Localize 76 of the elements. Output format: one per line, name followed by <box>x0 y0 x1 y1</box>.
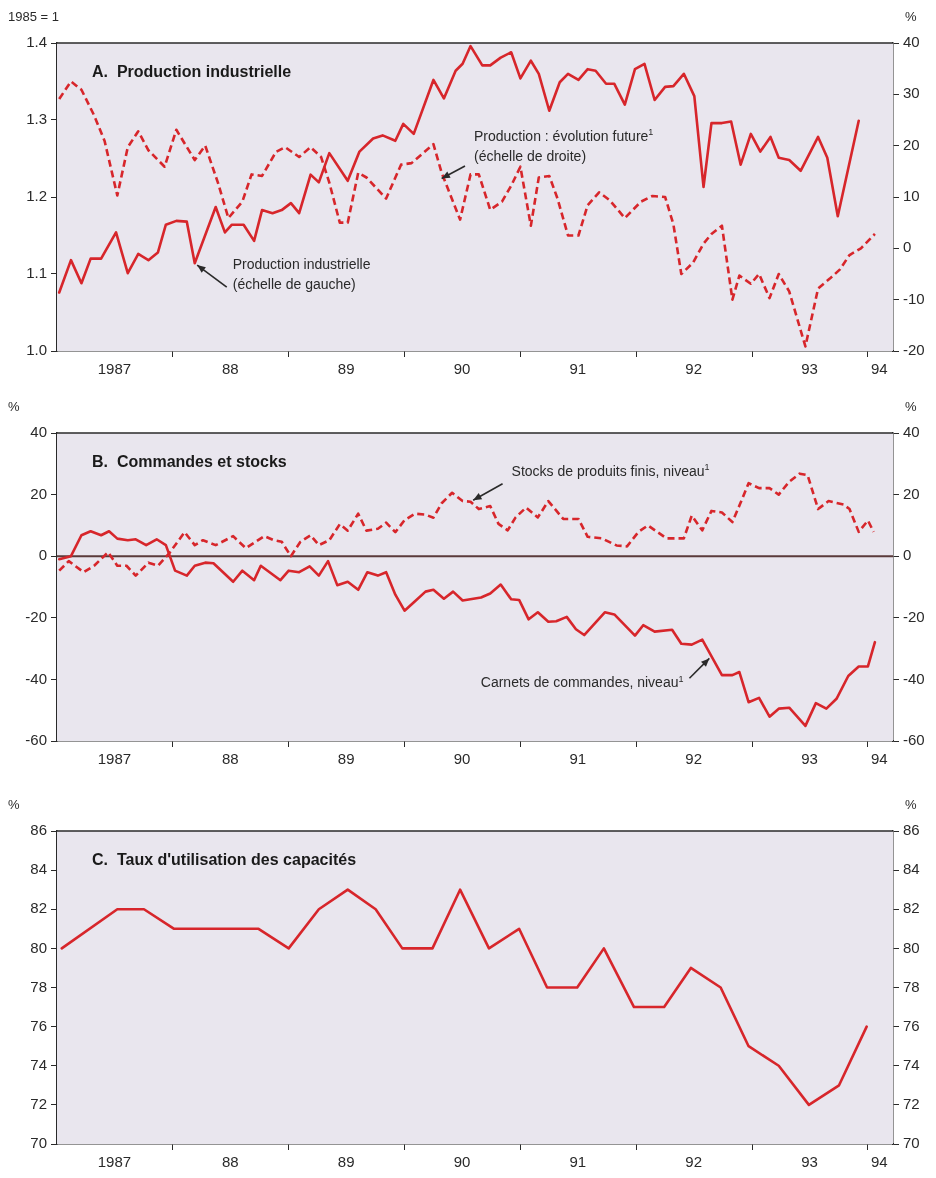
y-tick-label: 76 <box>30 1016 47 1034</box>
y-tick-label: 20 <box>30 484 47 502</box>
y-tick-label: 40 <box>30 423 47 441</box>
x-tick-label: 90 <box>453 750 471 768</box>
y2-tick-label: 0 <box>903 238 912 256</box>
x-tick-label: 93 <box>801 750 818 768</box>
text: C. Taux d'utilisation des capacités <box>92 851 357 868</box>
annotation: Production industrielle (échelle de gauche) <box>232 256 371 293</box>
y2-tick-label: 0 <box>903 546 912 564</box>
y2-axis-title: % <box>905 399 917 414</box>
y2-tick-label: -10 <box>903 289 925 307</box>
y2-tick-label: -60 <box>903 731 925 749</box>
x-tick-label: 94 <box>871 360 888 378</box>
y2-tick-label: 86 <box>903 821 920 839</box>
x-tick-label: 94 <box>871 1153 888 1171</box>
x-tick-label: 89 <box>337 360 355 378</box>
x-tick-label: 91 <box>569 1153 587 1171</box>
y-tick-label: -40 <box>25 669 47 687</box>
y-tick-label: 1.3 <box>26 110 47 128</box>
y-axis-title: % <box>8 797 20 812</box>
y2-tick-label: 84 <box>903 860 920 878</box>
y-tick-label: 70 <box>30 1134 47 1152</box>
x-tick-label: 1987 <box>97 360 132 378</box>
y-tick-label: 74 <box>30 1055 47 1073</box>
y2-tick-label: 74 <box>903 1055 920 1073</box>
x-tick-label: 92 <box>685 360 703 378</box>
y2-tick-label: 70 <box>903 1134 920 1152</box>
y-tick-label: 1.4 <box>26 33 47 51</box>
y-tick-label: 86 <box>30 821 47 839</box>
y2-tick-label: 40 <box>903 423 920 441</box>
y2-tick-label: 82 <box>903 899 920 917</box>
x-tick-label: 1987 <box>97 1153 132 1171</box>
y-tick-label: 80 <box>30 938 47 956</box>
y2-axis-title: % <box>905 797 917 812</box>
y2-tick-label: 78 <box>903 977 920 995</box>
y2-tick-label: 20 <box>903 484 920 502</box>
y-tick-label: 0 <box>38 546 47 564</box>
y-tick-label: 78 <box>30 977 47 995</box>
y2-tick-label: -20 <box>903 341 925 359</box>
x-tick-label: 88 <box>221 1153 239 1171</box>
y-tick-label: 82 <box>30 899 47 917</box>
y2-tick-label: 30 <box>903 84 920 102</box>
y-tick-label: -60 <box>25 731 47 749</box>
x-tick-label: 92 <box>685 750 703 768</box>
y2-tick-label: 10 <box>903 187 920 205</box>
x-tick-label: 91 <box>569 360 587 378</box>
y-axis-title: % <box>8 399 20 414</box>
x-tick-label: 89 <box>337 750 355 768</box>
y-axis-title: 1985 = 1 <box>8 9 59 24</box>
x-tick-label: 90 <box>453 1153 471 1171</box>
x-tick-label: 91 <box>569 750 587 768</box>
x-tick-label: 93 <box>801 360 818 378</box>
x-tick-label: 89 <box>337 1153 355 1171</box>
x-tick-label: 92 <box>685 1153 703 1171</box>
x-tick-label: 90 <box>453 360 471 378</box>
text: B. Commandes et stocks <box>92 453 287 470</box>
y-tick-label: 1.1 <box>26 264 47 282</box>
y2-tick-label: -40 <box>903 669 925 687</box>
x-tick-label: 88 <box>221 750 239 768</box>
x-tick-label: 93 <box>801 1153 818 1171</box>
y2-tick-label: 80 <box>903 938 920 956</box>
y2-tick-label: -20 <box>903 607 925 625</box>
y-tick-label: 84 <box>30 860 47 878</box>
y2-axis-title: % <box>905 9 917 24</box>
y2-tick-label: 40 <box>903 33 920 51</box>
x-tick-label: 88 <box>221 360 239 378</box>
y2-tick-label: 76 <box>903 1016 920 1034</box>
x-tick-label: 1987 <box>97 750 132 768</box>
x-tick-label: 94 <box>871 750 888 768</box>
y2-tick-label: 72 <box>903 1095 920 1113</box>
y-tick-label: 1.0 <box>26 341 47 359</box>
y-tick-label: -20 <box>25 607 47 625</box>
y2-tick-label: 20 <box>903 135 920 153</box>
y-tick-label: 1.2 <box>26 187 47 205</box>
text: A. Production industrielle <box>92 63 292 80</box>
y-tick-label: 72 <box>30 1095 47 1113</box>
